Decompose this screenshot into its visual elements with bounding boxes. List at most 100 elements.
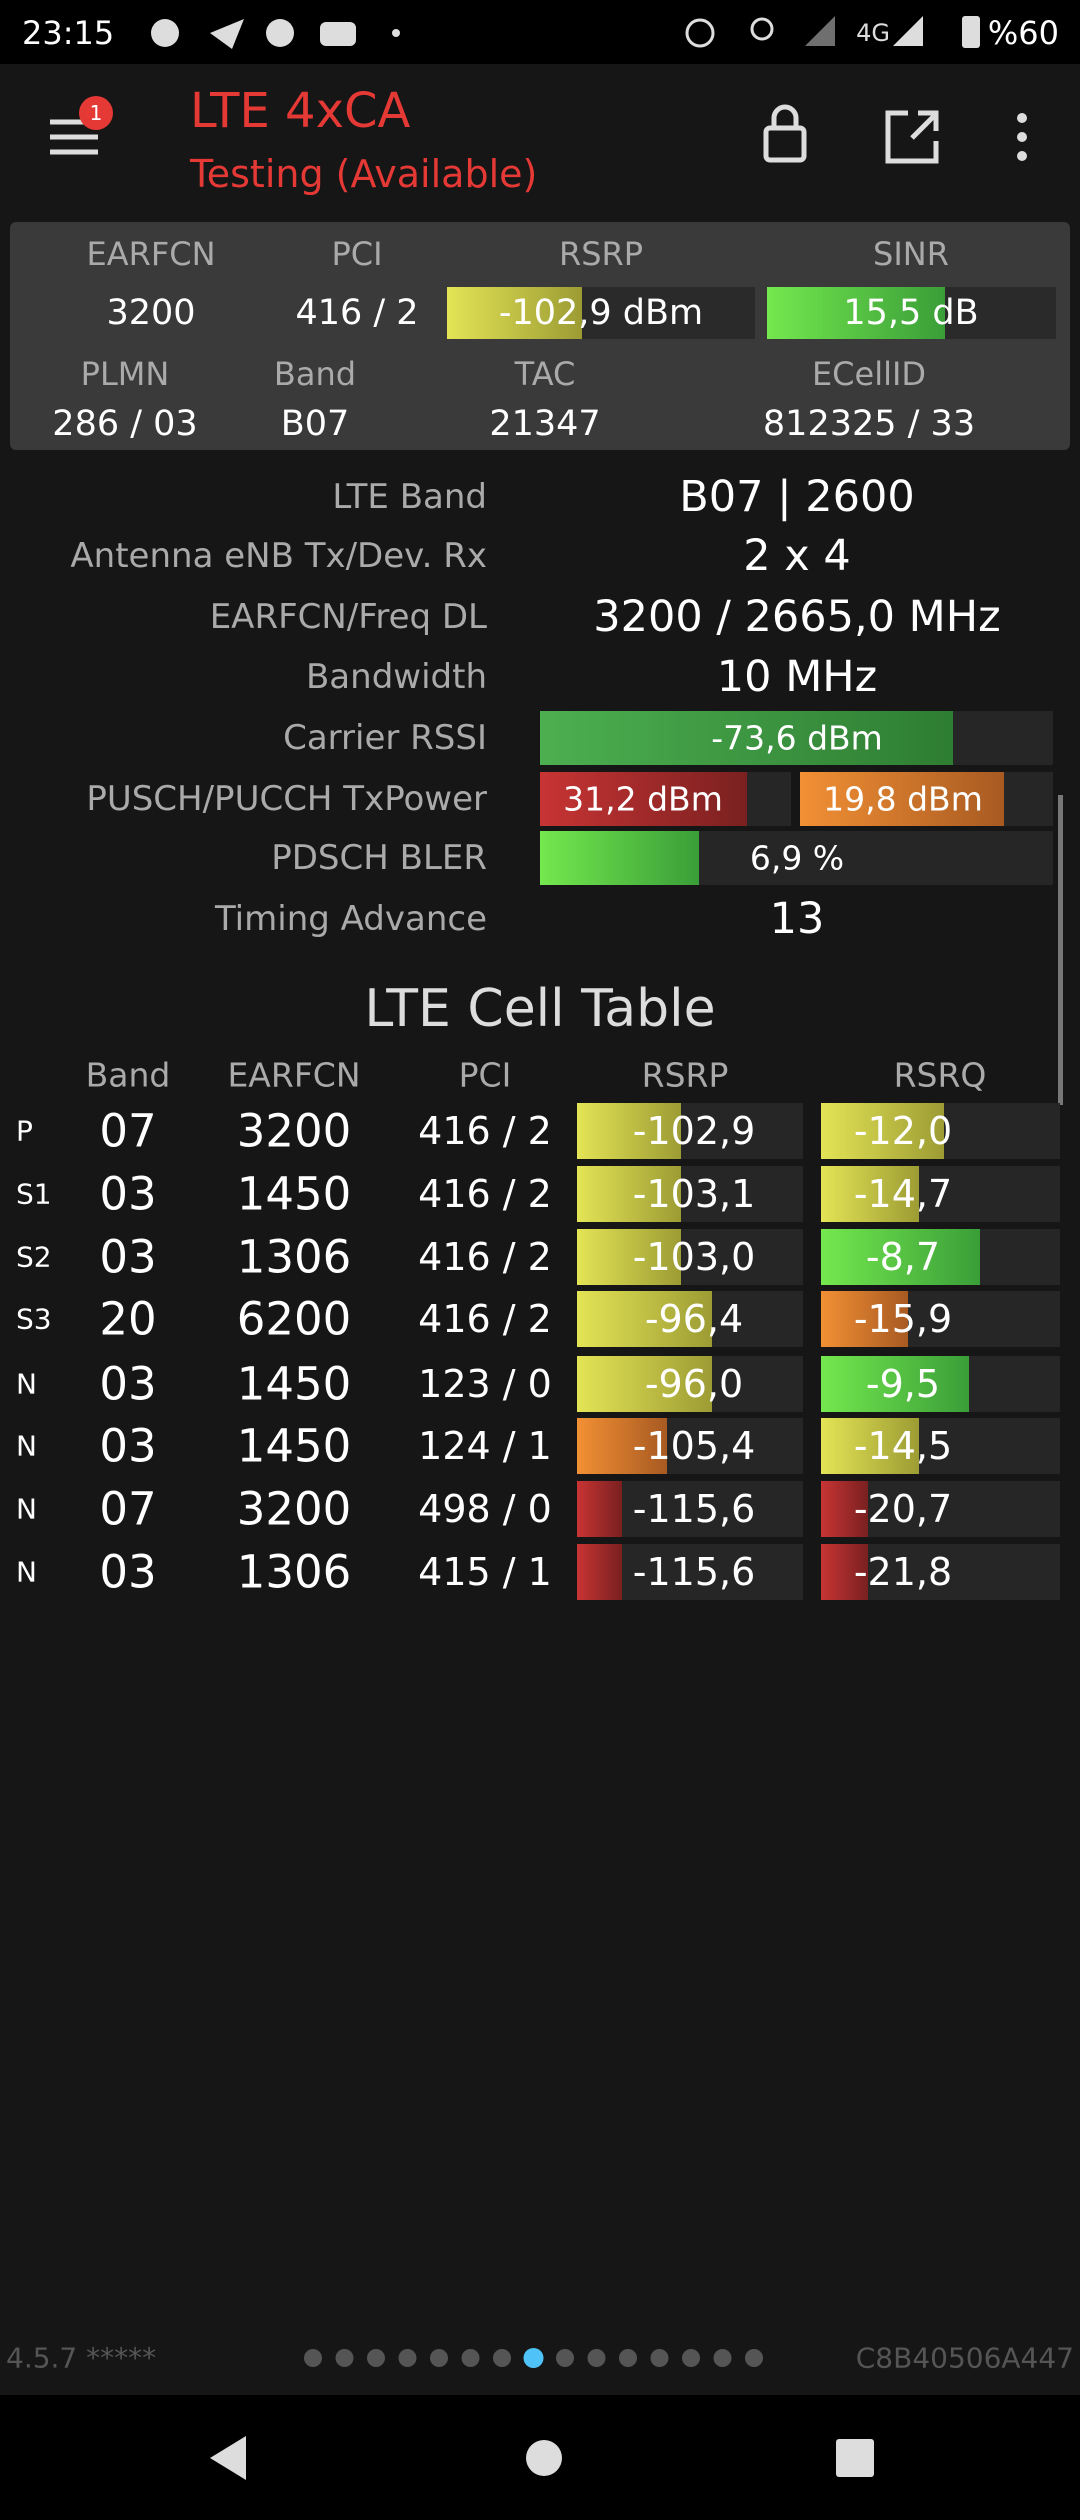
- back-button[interactable]: [210, 2436, 246, 2480]
- row-type: P: [16, 1114, 33, 1148]
- page-dot[interactable]: [367, 2349, 385, 2367]
- status-icons: [151, 16, 980, 49]
- page-dot[interactable]: [682, 2349, 700, 2367]
- summary-header: Band: [273, 355, 357, 393]
- bar-fill: [821, 1166, 919, 1222]
- bar-fill: [800, 772, 1004, 826]
- page-dot[interactable]: [745, 2349, 763, 2367]
- share-icon[interactable]: [885, 110, 939, 164]
- bar-fill: [767, 287, 945, 339]
- cell-value: -12,0: [853, 1109, 953, 1153]
- cell-value: -15,9: [853, 1297, 953, 1341]
- scrollbar: [1058, 795, 1063, 1105]
- summary-value: 416 / 2: [295, 293, 419, 333]
- cell-value: 415 / 1: [418, 1550, 552, 1594]
- cell-value: -103,0: [632, 1235, 756, 1279]
- detail-value: 2 x 4: [743, 531, 851, 581]
- detail-value: 6,9 %: [749, 838, 845, 878]
- row-type: N: [16, 1367, 37, 1401]
- detail-value: -73,6 dBm: [711, 718, 883, 758]
- table-title: LTE Cell Table: [364, 979, 716, 1039]
- bar-fill: [821, 1356, 969, 1412]
- cell-value: 498 / 0: [418, 1487, 552, 1531]
- column-header: Band: [85, 1055, 171, 1095]
- detail-label: LTE Band: [332, 477, 487, 517]
- detail-label: PDSCH BLER: [271, 838, 487, 878]
- cell-value: 03: [99, 1545, 157, 1599]
- page-dot[interactable]: [650, 2349, 669, 2367]
- cell-value: 03: [99, 1230, 157, 1284]
- cell-value: 416 / 2: [418, 1297, 552, 1341]
- column-header: RSRP: [641, 1055, 729, 1095]
- summary-value: 812325 / 33: [762, 404, 976, 444]
- cell-value: 03: [99, 1357, 157, 1411]
- bar-fill: [821, 1418, 919, 1474]
- cell-value: 1306: [236, 1230, 352, 1284]
- summary-header: SINR: [873, 235, 949, 273]
- page-dot[interactable]: [587, 2349, 606, 2367]
- detail-label: Carrier RSSI: [283, 718, 487, 758]
- summary-header: TAC: [514, 355, 576, 393]
- app-bar: [0, 64, 1080, 217]
- detail-value: 31,2 dBm: [563, 779, 723, 819]
- page-dot[interactable]: [493, 2349, 511, 2367]
- page-dot[interactable]: [461, 2349, 480, 2367]
- detail-value: 10 MHz: [716, 652, 878, 702]
- cell-value: -115,6: [632, 1550, 756, 1594]
- summary-value: 286 / 03: [52, 404, 198, 444]
- page-dot[interactable]: [304, 2349, 322, 2367]
- bar-fill: [821, 1103, 944, 1159]
- bar-fill: [577, 1166, 681, 1222]
- row-type: S3: [16, 1302, 52, 1336]
- summary-header: PCI: [331, 235, 383, 273]
- cell-value: -105,4: [632, 1424, 756, 1468]
- bar-fill: [577, 1103, 681, 1159]
- row-type: N: [16, 1555, 37, 1589]
- cell-value: -96,4: [644, 1297, 744, 1341]
- summary-value: 21347: [489, 404, 601, 444]
- badge: [79, 96, 113, 130]
- detail-value: 3200 / 2665,0 MHz: [593, 592, 1001, 642]
- page-indicator: [304, 2348, 763, 2368]
- bar-fill: [577, 1481, 622, 1537]
- detail-label: Timing Advance: [214, 899, 487, 939]
- row-type: N: [16, 1429, 37, 1463]
- row-type: N: [16, 1492, 37, 1526]
- page-dot[interactable]: [619, 2349, 637, 2367]
- column-header: EARFCN: [227, 1055, 361, 1095]
- detail-label: EARFCN/Freq DL: [209, 597, 487, 637]
- cell-value: 1306: [236, 1545, 352, 1599]
- home-button[interactable]: [526, 2440, 562, 2476]
- bar-fill: [540, 831, 699, 885]
- cell-value: -9,5: [865, 1362, 941, 1406]
- page-dot[interactable]: [430, 2349, 448, 2367]
- more-icon[interactable]: [1017, 113, 1027, 161]
- summary-value: B07: [280, 404, 350, 444]
- recents-button[interactable]: [836, 2439, 874, 2477]
- cell-value: 6200: [236, 1292, 352, 1346]
- detail-value: 13: [769, 894, 825, 944]
- cell-value: 124 / 1: [418, 1424, 552, 1468]
- page-dot[interactable]: [523, 2348, 544, 2368]
- cell-value: -8,7: [865, 1235, 941, 1279]
- cell-value: 1450: [236, 1357, 352, 1411]
- cell-value: -14,7: [853, 1172, 953, 1216]
- page-dot[interactable]: [556, 2349, 574, 2367]
- bar-fill: [821, 1229, 980, 1285]
- cell-value: -102,9: [632, 1109, 756, 1153]
- page-dot[interactable]: [335, 2349, 354, 2367]
- bar-fill: [821, 1544, 868, 1600]
- summary-value: 15,5 dB: [843, 293, 979, 333]
- summary-header: ECellID: [811, 355, 927, 393]
- device-id: C8B40506A447: [855, 2341, 1074, 2375]
- page-dot[interactable]: [713, 2349, 732, 2367]
- cell-value: 20: [99, 1292, 157, 1346]
- summary-value: -102,9 dBm: [498, 293, 704, 333]
- cell-value: 3200: [236, 1482, 352, 1536]
- cell-value: 416 / 2: [418, 1109, 552, 1153]
- page-dot[interactable]: [398, 2349, 417, 2367]
- bar-fill: [821, 1481, 868, 1537]
- cell-value: -20,7: [853, 1487, 953, 1531]
- lock-icon[interactable]: [763, 104, 807, 163]
